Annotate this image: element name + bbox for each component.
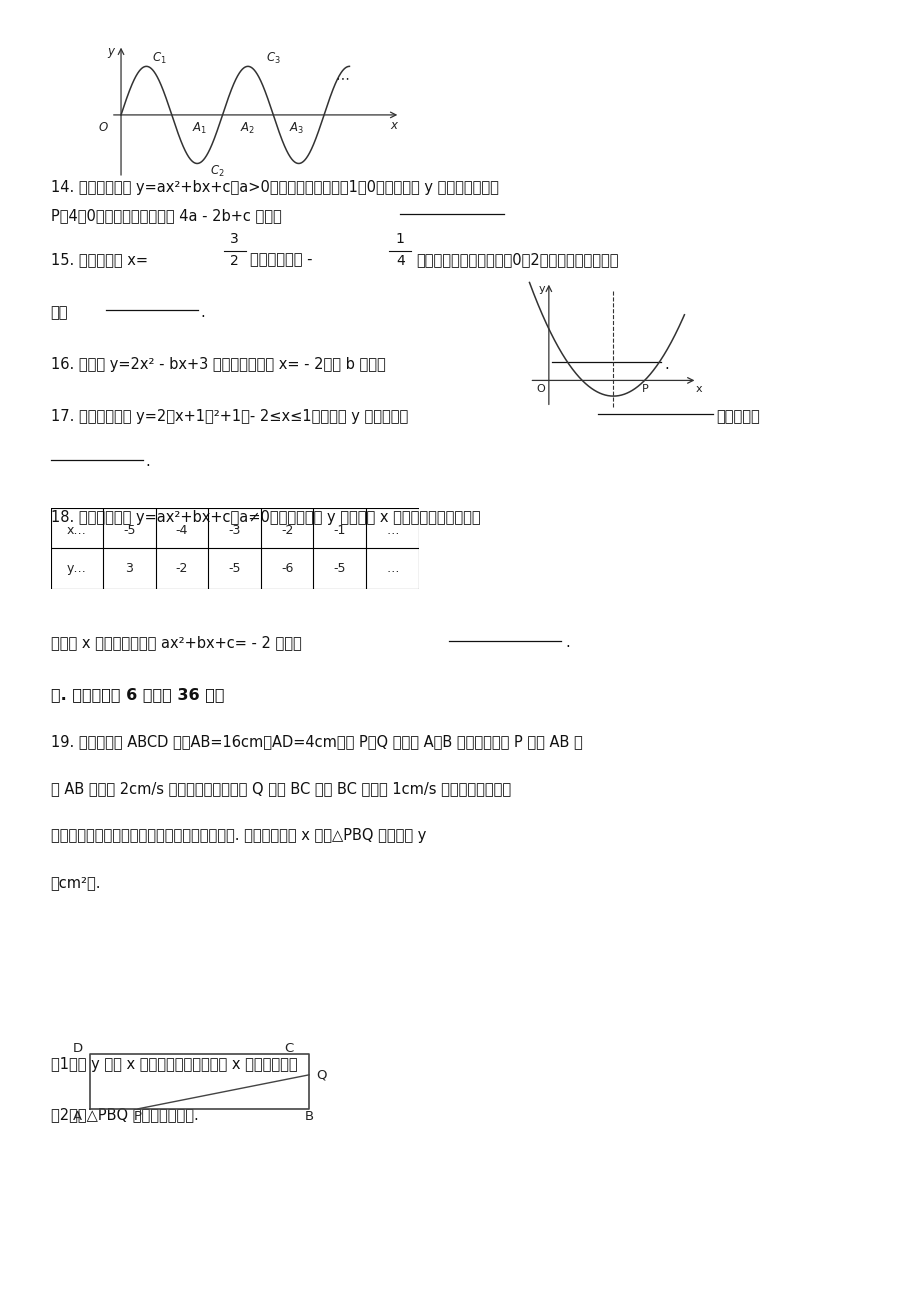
Text: B: B [304, 1109, 313, 1122]
Text: 4: 4 [395, 254, 404, 268]
Text: 14. 如图，抛物线 y=ax²+bx+c（a>0）的对称轴是过点（1，0）且平行于 y 轴的直线，若点: 14. 如图，抛物线 y=ax²+bx+c（a>0）的对称轴是过点（1，0）且平… [51, 180, 498, 195]
Text: D: D [73, 1042, 83, 1055]
Text: A: A [73, 1109, 82, 1122]
Text: …: … [386, 523, 398, 536]
Text: P: P [134, 1109, 142, 1122]
Text: 17. 已知二次函数 y=2（x+1）²+1，- 2≤x≤1，则函数 y 的最小値是: 17. 已知二次函数 y=2（x+1）²+1，- 2≤x≤1，则函数 y 的最小… [51, 409, 407, 424]
Text: （1）求 y 关于 x 的函数关系式，并写出 x 的取値范围；: （1）求 y 关于 x 的函数关系式，并写出 x 的取値范围； [51, 1057, 297, 1073]
Text: $A_1$: $A_1$ [192, 121, 207, 137]
Text: 3: 3 [125, 562, 133, 574]
Text: -6: -6 [280, 562, 293, 574]
Text: ，且函数的图象经过点（0，2），则此函数的解析: ，且函数的图象经过点（0，2），则此函数的解析 [415, 253, 618, 268]
Text: .: . [145, 454, 150, 470]
Text: …: … [386, 562, 398, 574]
Text: .: . [200, 305, 205, 320]
Text: 2: 2 [230, 254, 239, 268]
Text: $y$: $y$ [107, 46, 116, 60]
Text: -2: -2 [280, 523, 293, 536]
Text: x: x [696, 384, 702, 395]
Text: $C_1$: $C_1$ [152, 51, 166, 66]
Text: -5: -5 [123, 523, 136, 536]
Text: C: C [284, 1042, 293, 1055]
Text: （cm²）.: （cm²）. [51, 875, 101, 891]
Text: 式为: 式为 [51, 305, 68, 320]
Text: 沿 AB 方向以 2cm/s 的速度匀速运动，点 Q 在边 BC 上沿 BC 方向以 1cm/s 的速度匀速运动，: 沿 AB 方向以 2cm/s 的速度匀速运动，点 Q 在边 BC 上沿 BC 方… [51, 781, 510, 797]
Text: 当其中一点到达终点时，另一点也随之停止运动. 设运动时间为 x 秒，△PBQ 的面积为 y: 当其中一点到达终点时，另一点也随之停止运动. 设运动时间为 x 秒，△PBQ 的… [51, 828, 425, 844]
Text: y…: y… [67, 562, 86, 574]
Text: -1: -1 [334, 523, 346, 536]
Text: 19. 如图，矩形 ABCD 中，AB=16cm，AD=4cm，点 P、Q 分别从 A、B 同时出发，点 P 在边 AB 上: 19. 如图，矩形 ABCD 中，AB=16cm，AD=4cm，点 P、Q 分别… [51, 734, 582, 750]
Text: $A_3$: $A_3$ [289, 121, 303, 137]
Text: P: P [641, 384, 649, 395]
Text: -2: -2 [176, 562, 188, 574]
Text: -5: -5 [333, 562, 346, 574]
Text: O: O [537, 384, 545, 395]
Text: .: . [664, 357, 668, 372]
Text: $\cdots$: $\cdots$ [335, 70, 348, 85]
Text: 16. 抛物线 y=2x² - bx+3 的对称轴是直线 x= - 2，则 b 的値为: 16. 抛物线 y=2x² - bx+3 的对称轴是直线 x= - 2，则 b … [51, 357, 385, 372]
Text: -3: -3 [228, 523, 241, 536]
Text: $A_2$: $A_2$ [240, 121, 255, 137]
Text: 18. 已知二次函数 y=ax²+bx+c（a≠0）中，函数値 y 与自变量 x 的部分对应値如下表：: 18. 已知二次函数 y=ax²+bx+c（a≠0）中，函数値 y 与自变量 x… [51, 510, 480, 526]
Text: y: y [538, 284, 544, 294]
Text: （2）求△PBQ 的面积的最大値.: （2）求△PBQ 的面积的最大値. [51, 1107, 199, 1122]
Text: -5: -5 [228, 562, 241, 574]
Text: ，最大値是: ，最大値是 [715, 409, 759, 424]
Text: Q: Q [316, 1069, 326, 1082]
Text: 时，有最小値 -: 时，有最小値 - [250, 253, 312, 268]
Text: $O$: $O$ [97, 121, 108, 134]
Text: P（4，0）在该抛物线上，则 4a - 2b+c 的値为: P（4，0）在该抛物线上，则 4a - 2b+c 的値为 [51, 208, 281, 224]
Text: -4: -4 [176, 523, 188, 536]
Text: 三. 解答题（八 6 题；八 36 分）: 三. 解答题（八 6 题；八 36 分） [51, 687, 224, 703]
Text: 15. 二次函数在 x=: 15. 二次函数在 x= [51, 253, 147, 268]
Text: x…: x… [67, 523, 86, 536]
Text: $C_3$: $C_3$ [266, 51, 280, 66]
Text: .: . [564, 635, 569, 651]
Text: 1: 1 [395, 232, 404, 246]
Text: 3: 3 [230, 232, 239, 246]
Text: $C_2$: $C_2$ [210, 164, 224, 178]
Text: $x$: $x$ [390, 118, 399, 132]
Text: 则关于 x 的一元二次方程 ax²+bx+c= - 2 的根是: 则关于 x 的一元二次方程 ax²+bx+c= - 2 的根是 [51, 635, 301, 651]
